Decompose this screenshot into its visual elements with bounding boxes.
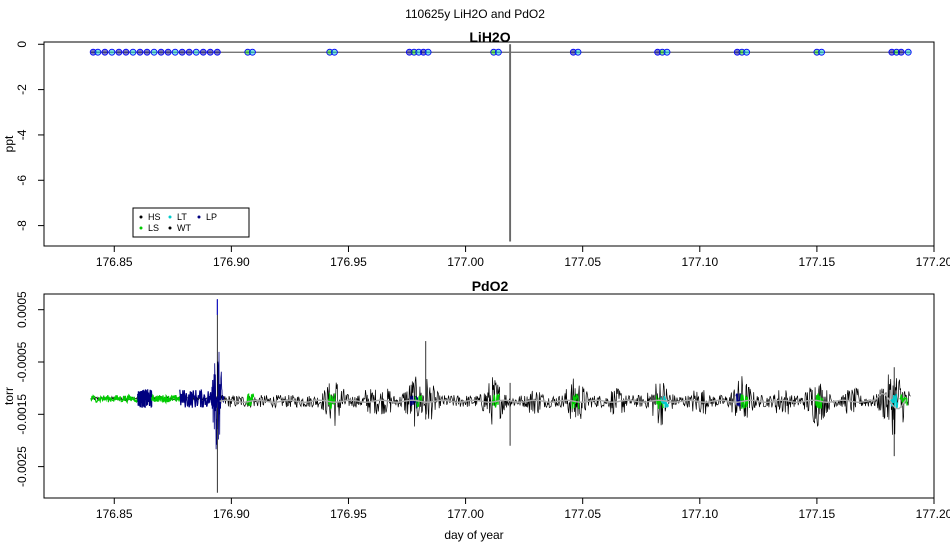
pdo2-ylabel: torr bbox=[2, 387, 16, 405]
lih2o-point-lt bbox=[904, 48, 912, 56]
lih2o-point-lp bbox=[213, 48, 221, 56]
lih2o-ytick-label: -4 bbox=[15, 129, 29, 140]
pdo2-xtick-label: 177.10 bbox=[681, 507, 718, 521]
pdo2-ytick-label: -0.0005 bbox=[15, 341, 29, 382]
pdo2-segment-ls bbox=[899, 394, 908, 406]
pdo2-burst-lp bbox=[179, 389, 221, 408]
lih2o-ytick-label: -6 bbox=[15, 175, 29, 186]
lih2o-point-lt bbox=[108, 48, 116, 56]
lih2o-ytick-label: -2 bbox=[15, 84, 29, 95]
pdo2-smoothed-trace bbox=[219, 392, 907, 410]
legend-ls-label: LS bbox=[148, 223, 159, 233]
lih2o-xtick-label: 176.85 bbox=[96, 255, 133, 269]
pdo2-xlabel: day of year bbox=[444, 528, 503, 542]
lih2o-point-lt bbox=[331, 48, 338, 56]
lih2o-plot-frame bbox=[43, 41, 935, 247]
pdo2-xtick-label: 177.20 bbox=[916, 507, 950, 521]
pdo2-ytick-label: 0.0005 bbox=[15, 291, 29, 328]
pdo2-segment-ls bbox=[246, 393, 255, 407]
pdo2-burst-lp bbox=[137, 389, 153, 408]
lih2o-point-lp bbox=[897, 48, 905, 56]
pdo2-segment-ls bbox=[491, 393, 501, 408]
lih2o-point-lt bbox=[663, 48, 671, 56]
lih2o-point-lt bbox=[171, 48, 179, 56]
lih2o-point-lt bbox=[94, 48, 102, 56]
pdo2-xtick-label: 176.95 bbox=[330, 507, 367, 521]
lih2o-point-lt bbox=[574, 48, 582, 56]
legend-ls-marker bbox=[139, 226, 143, 230]
lih2o-xtick-label: 177.15 bbox=[799, 255, 836, 269]
lih2o-xtick-label: 176.95 bbox=[330, 255, 367, 269]
lih2o-point-lt bbox=[818, 48, 825, 56]
legend-hs-marker bbox=[139, 215, 143, 219]
lih2o-point-lt bbox=[192, 48, 200, 56]
lih2o-point-lp bbox=[157, 48, 165, 56]
lih2o-xtick-label: 177.10 bbox=[681, 255, 718, 269]
legend-lp-label: LP bbox=[206, 212, 217, 222]
pdo2-burst-ls bbox=[90, 393, 139, 405]
legend-lp-marker bbox=[197, 215, 201, 219]
lih2o-ytick-label: 0 bbox=[15, 41, 29, 48]
lih2o-point-lt bbox=[129, 48, 137, 56]
pdo2-xtick-label: 177.05 bbox=[564, 507, 601, 521]
lih2o-point-lp bbox=[178, 48, 186, 56]
lih2o-point-lp bbox=[199, 48, 207, 56]
lih2o-point-lp bbox=[206, 48, 214, 56]
lih2o-point-lp bbox=[136, 48, 144, 56]
lih2o-legend: HS LT LP LS WT bbox=[132, 207, 250, 238]
legend-lt-label: LT bbox=[177, 212, 187, 222]
lih2o-point-lp bbox=[115, 48, 123, 56]
lih2o-point-lt bbox=[150, 48, 158, 56]
lih2o-xtick-label: 177.05 bbox=[564, 255, 601, 269]
pdo2-plot-frame bbox=[43, 293, 935, 499]
legend-wt-label: WT bbox=[177, 223, 191, 233]
lih2o-point-lt bbox=[249, 48, 256, 56]
legend-lt-marker bbox=[168, 215, 172, 219]
lih2o-title: LiH2O bbox=[469, 29, 510, 45]
figure-title: 110625y LiH2O and PdO2 bbox=[405, 7, 545, 21]
lih2o-point-lp bbox=[164, 48, 172, 56]
pdo2-xtick-label: 176.90 bbox=[213, 507, 250, 521]
lih2o-panel: LiH2O 0 -2 -4 -6 -8 176.85 176.90 176.95 177.00… bbox=[2, 29, 950, 269]
lih2o-point-lp bbox=[101, 48, 109, 56]
lih2o-xtick-label: 177.00 bbox=[447, 255, 484, 269]
lih2o-xtick-label: 177.20 bbox=[916, 255, 950, 269]
pdo2-xtick-label: 177.00 bbox=[447, 507, 484, 521]
pdo2-panel: PdO2 0.0005 -0.0005 -0.0015 -0.0025 176.85 1… bbox=[2, 278, 950, 542]
pdo2-ytick-label: -0.0025 bbox=[15, 446, 29, 487]
pdo2-segment-ls bbox=[740, 394, 749, 409]
legend-hs-label: HS bbox=[148, 212, 161, 222]
pdo2-segment-lt bbox=[660, 395, 669, 408]
pdo2-burst-ls bbox=[151, 393, 181, 405]
legend-wt-marker bbox=[168, 226, 172, 230]
lih2o-point-lt bbox=[424, 48, 432, 56]
lih2o-point-lp bbox=[185, 48, 193, 56]
pdo2-title: PdO2 bbox=[472, 278, 509, 294]
lih2o-ylabel: ppt bbox=[2, 135, 16, 152]
pdo2-ytick-label: -0.0015 bbox=[15, 394, 29, 435]
lih2o-point-lp bbox=[143, 48, 151, 56]
lih2o-ytick-label: -8 bbox=[15, 220, 29, 231]
lih2o-point-lp bbox=[122, 48, 130, 56]
pdo2-xtick-label: 176.85 bbox=[96, 507, 133, 521]
lih2o-point-lt bbox=[494, 48, 502, 56]
lih2o-point-lt bbox=[743, 48, 751, 56]
pdo2-xtick-label: 177.15 bbox=[799, 507, 836, 521]
legend-box bbox=[132, 207, 250, 238]
lih2o-xtick-label: 176.90 bbox=[213, 255, 250, 269]
